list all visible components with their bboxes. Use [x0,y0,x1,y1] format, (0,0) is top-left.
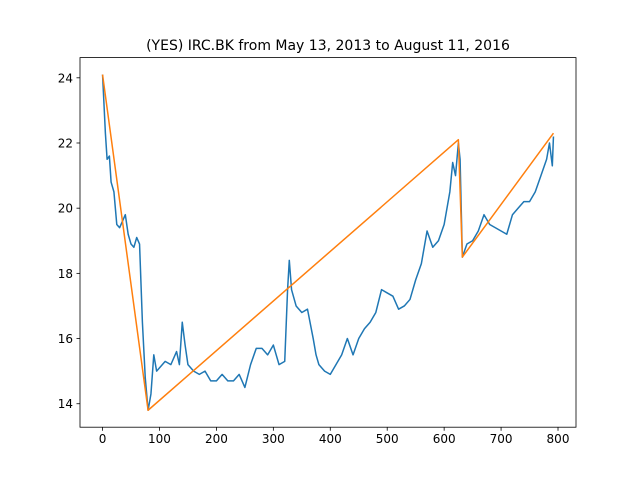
y-tick-label: 20 [58,202,73,216]
x-tick-label: 300 [262,432,285,446]
x-tick-label: 200 [205,432,228,446]
y-tick-label: 16 [58,332,73,346]
y-tick-label: 18 [58,267,73,281]
chart-title: (YES) IRC.BK from May 13, 2013 to August… [146,38,510,54]
x-tick-label: 0 [99,432,107,446]
y-tick-label: 24 [58,71,73,85]
plot-frame [79,57,577,428]
x-tick-label: 500 [376,432,399,446]
x-tick-label: 400 [319,432,342,446]
x-tick-label: 100 [148,432,171,446]
y-tick-label: 14 [58,397,73,411]
x-tick-label: 600 [433,432,456,446]
data-line [101,74,555,411]
y-tick-label: 22 [58,136,73,150]
data-line [101,74,555,411]
x-tick-label: 700 [490,432,513,446]
x-tick-label: 800 [547,432,570,446]
